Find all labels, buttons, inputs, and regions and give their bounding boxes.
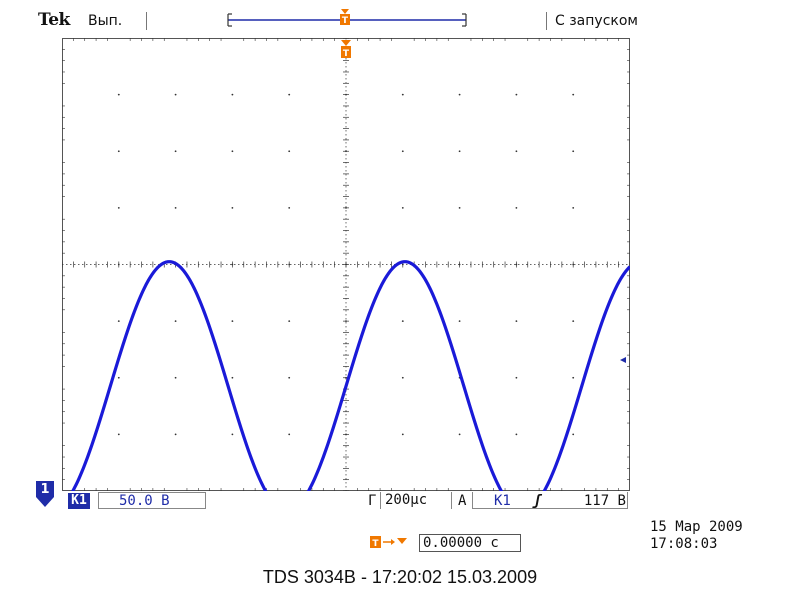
- grid-dot: [401, 150, 404, 153]
- graticule-center-axes: [62, 38, 630, 491]
- grid-dot: [288, 93, 291, 96]
- grid-dot: [231, 93, 234, 96]
- grid-dot: [572, 93, 575, 96]
- run-status: Вып.: [88, 13, 123, 29]
- grid-dot: [515, 433, 518, 436]
- grid-dot: [401, 320, 404, 323]
- grid-dot: [458, 150, 461, 153]
- screenshot-caption: TDS 3034B - 17:20:02 15.03.2009: [262, 567, 538, 587]
- grid-dot: [231, 320, 234, 323]
- svg-text:T: T: [342, 16, 349, 26]
- grid-dot: [515, 376, 518, 379]
- channel-1-badge: K1: [68, 493, 90, 509]
- grid-dot: [515, 93, 518, 96]
- grid-dot: [117, 150, 120, 153]
- grid-dot: [288, 206, 291, 209]
- trigger-readout-box: [472, 492, 628, 509]
- grid-dot: [288, 376, 291, 379]
- trigger-top-marker: T: [341, 40, 351, 59]
- grid-dot: [174, 93, 177, 96]
- grid-dot: [288, 433, 291, 436]
- grid-dot: [572, 150, 575, 153]
- volts-per-div-readout: 50.0 В: [98, 492, 206, 509]
- grid-dot: [288, 150, 291, 153]
- grid-dot: [288, 320, 291, 323]
- grid-dot: [572, 206, 575, 209]
- trigger-source: K1: [494, 493, 511, 509]
- grid-dot: [174, 433, 177, 436]
- trigger-mode: С запуском: [555, 13, 638, 29]
- graticule-grid: [62, 38, 630, 491]
- trigger-level-readout: 117 В: [583, 493, 626, 509]
- oscilloscope-graticule: T: [62, 38, 630, 491]
- time-per-div-readout: 200µс: [380, 492, 452, 509]
- grid-dot: [401, 93, 404, 96]
- header-separator: [546, 12, 547, 30]
- grid-dot: [231, 206, 234, 209]
- record-length-bar: T: [227, 9, 467, 27]
- trigger-position-readout: 0.00000 с: [419, 534, 521, 552]
- trigger-label: A: [458, 493, 467, 509]
- grid-dot: [458, 93, 461, 96]
- grid-dot: [174, 320, 177, 323]
- grid-dot: [117, 320, 120, 323]
- grid-dot: [231, 433, 234, 436]
- grid-dot: [458, 433, 461, 436]
- grid-dot: [174, 206, 177, 209]
- svg-text:T: T: [372, 539, 379, 549]
- grid-dot: [117, 433, 120, 436]
- grid-dot: [117, 376, 120, 379]
- grid-dot: [117, 93, 120, 96]
- svg-text:T: T: [343, 49, 350, 59]
- grid-dot: [515, 320, 518, 323]
- trigger-level-marker: [620, 357, 626, 363]
- grid-dot: [401, 206, 404, 209]
- channel-1-ground-marker: 1: [36, 481, 54, 507]
- grid-dot: [231, 150, 234, 153]
- grid-dot: [515, 206, 518, 209]
- grid-dot: [174, 150, 177, 153]
- grid-dot: [231, 376, 234, 379]
- horizontal-label: Г: [368, 493, 377, 509]
- header-separator: [146, 12, 147, 30]
- trigger-slope-icon: ʃ: [533, 493, 542, 509]
- grid-dot: [401, 433, 404, 436]
- grid-dot: [572, 320, 575, 323]
- grid-dot: [572, 376, 575, 379]
- trigger-position-icon: T: [340, 9, 350, 26]
- grid-dot: [572, 433, 575, 436]
- capture-date: 15 Мар 2009: [650, 519, 743, 535]
- grid-dot: [458, 206, 461, 209]
- grid-dot: [174, 376, 177, 379]
- brand-logo: Tek: [38, 10, 70, 30]
- grid-dot: [458, 320, 461, 323]
- channel-1-trace: [70, 260, 630, 491]
- grid-dot: [515, 150, 518, 153]
- capture-time: 17:08:03: [650, 536, 718, 552]
- grid-dot: [401, 376, 404, 379]
- grid-dot: [117, 206, 120, 209]
- trigger-position-arrow-icon: T: [370, 536, 407, 549]
